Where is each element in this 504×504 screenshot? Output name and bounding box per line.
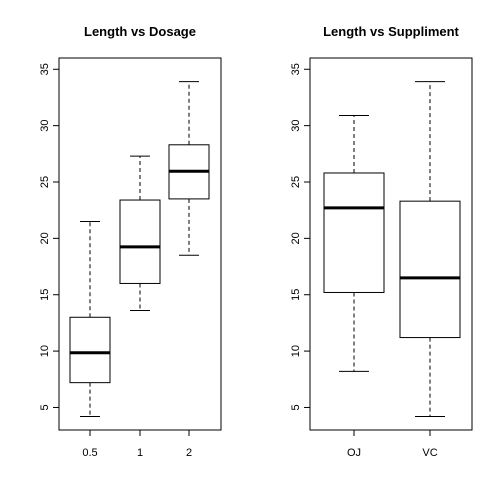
- x-tick-label: OJ: [347, 447, 361, 459]
- x-tick-label: 1: [137, 447, 143, 459]
- box-OJ: [323, 114, 385, 372]
- y-tick-label: 5: [39, 404, 51, 410]
- chart-title: Length vs Dosage: [84, 24, 196, 39]
- box-1: [119, 155, 161, 312]
- y-tick-label: 35: [39, 63, 51, 75]
- y-tick-label: 30: [39, 120, 51, 132]
- y-tick-label: 20: [290, 232, 302, 244]
- plot-frame: [309, 57, 473, 431]
- panel-length-vs-dosage: Length vs Dosage 5 10 15 20 25 30 35 0.5 1 2: [39, 24, 222, 459]
- box-VC: [399, 81, 461, 417]
- y-tick-label: 10: [39, 345, 51, 357]
- y-tick-label: 10: [290, 345, 302, 357]
- box-0.5: [69, 220, 111, 417]
- y-tick-label: 30: [290, 120, 302, 132]
- y-tick-label: 20: [39, 232, 51, 244]
- x-tick-label: 2: [186, 447, 192, 459]
- y-tick-label: 25: [39, 176, 51, 188]
- y-tick-label: 15: [290, 289, 302, 301]
- x-tick-label: VC: [422, 447, 437, 459]
- y-tick-label: 5: [290, 404, 302, 410]
- x-tick-label: 0.5: [82, 447, 97, 459]
- y-tick-label: 15: [39, 289, 51, 301]
- iqr-box: [399, 200, 461, 339]
- y-tick-label: 25: [290, 176, 302, 188]
- box-2: [168, 81, 210, 256]
- plot-frame: [58, 57, 222, 431]
- iqr-box: [119, 199, 161, 284]
- y-tick-label: 35: [290, 63, 302, 75]
- panel-length-vs-suppliment: Length vs Suppliment 5 10 15 20 25 30 35 OJ VC: [290, 24, 473, 459]
- chart-title: Length vs Suppliment: [323, 24, 459, 39]
- iqr-box: [323, 172, 385, 293]
- iqr-box: [69, 316, 111, 384]
